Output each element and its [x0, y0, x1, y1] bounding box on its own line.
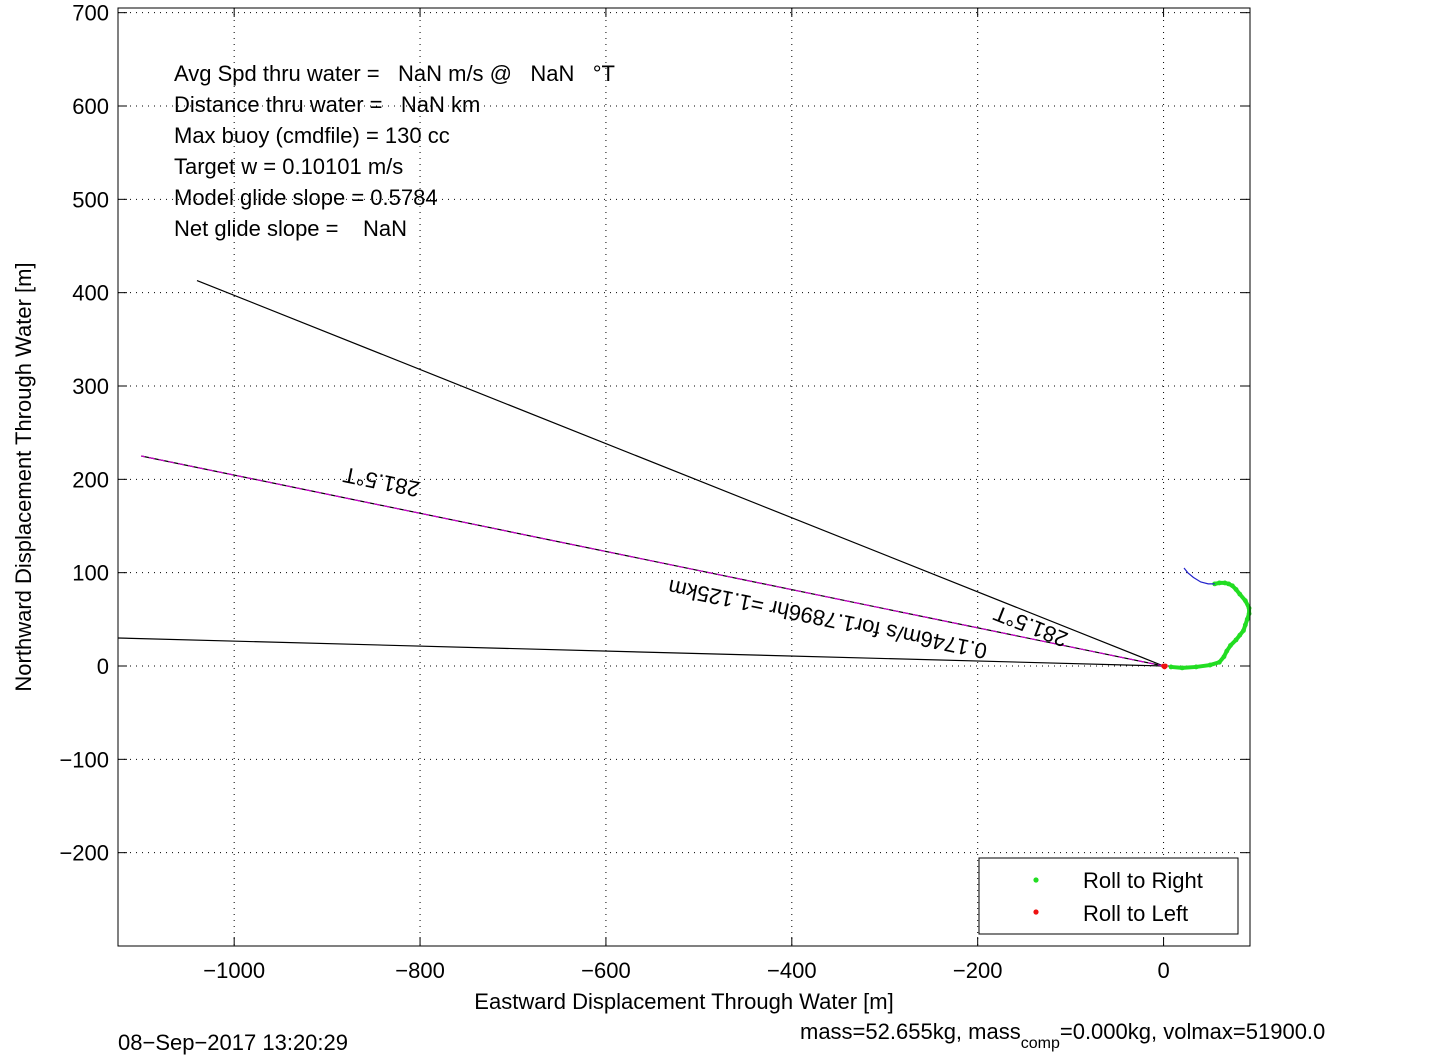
point-roll-to-right: [1241, 628, 1246, 633]
legend-label-roll-right: Roll to Right: [1083, 868, 1203, 893]
stats-annotations: Avg Spd thru water = NaN m/s @ NaN °T Di…: [174, 61, 615, 241]
point-roll-to-right: [1244, 616, 1250, 622]
series-track-segment-2: [1183, 567, 1215, 585]
heading-line-0: [196, 279, 1164, 667]
annotation-max-buoy: Max buoy (cmdfile) = 130 cc: [174, 123, 450, 148]
x-tick-label: −600: [581, 958, 631, 983]
timestamp: 08−Sep−2017 13:20:29: [118, 1030, 348, 1055]
y-tick-label: −200: [59, 841, 109, 866]
point-roll-to-right: [1221, 654, 1227, 660]
x-tick-label: −400: [767, 958, 817, 983]
axes-frame: [117, 7, 1251, 947]
point-roll-to-right: [1216, 580, 1222, 586]
point-roll-to-right: [1228, 643, 1233, 648]
point-roll-to-right: [1179, 665, 1185, 671]
point-roll-to-right: [1207, 662, 1213, 668]
mass-subscript: comp: [1021, 1035, 1060, 1052]
annotation-model-glide-slope: Model glide slope = 0.5784: [174, 185, 438, 210]
grid: [118, 8, 1250, 946]
annotation-net-glide-slope: Net glide slope = NaN: [174, 216, 407, 241]
y-tick-label: 700: [72, 1, 109, 26]
point-roll-to-right: [1237, 591, 1243, 597]
annotation-avg-speed: Avg Spd thru water = NaN m/s @ NaN °T: [174, 61, 615, 86]
point-roll-to-right: [1242, 622, 1248, 628]
point-roll-to-right: [1229, 583, 1235, 589]
x-tick-label: −1000: [203, 958, 265, 983]
axis-ticks: −1000 −800 −600 −400 −200 0−200−1000100200300…: [59, 1, 1250, 983]
point-roll-to-right: [1216, 659, 1222, 665]
legend-box: [978, 857, 1239, 935]
mass-info: mass=52.655kg, masscomp=0.000kg, volmax=…: [800, 1019, 1325, 1052]
point-roll-to-right: [1233, 587, 1239, 592]
point-roll-to-right: [1237, 632, 1243, 638]
point-roll-to-right: [1193, 664, 1199, 670]
point-roll-to-right: [1222, 580, 1228, 586]
x-tick-label: −200: [953, 958, 1003, 983]
x-tick-label: −800: [395, 958, 445, 983]
y-axis-label: Northward Displacement Through Water [m]: [11, 262, 36, 691]
legend-marker-roll-right: [1033, 877, 1039, 883]
mass-suffix: =0.000kg, volmax=51900.0: [1060, 1019, 1325, 1044]
legend: Roll to Right Roll to Left: [978, 857, 1239, 935]
point-roll-to-right: [1242, 598, 1248, 604]
heading-line-2: [141, 455, 1164, 667]
y-tick-label: 100: [72, 561, 109, 586]
y-tick-label: 0: [97, 654, 109, 679]
y-tick-label: −100: [59, 747, 109, 772]
y-tick-label: 300: [72, 374, 109, 399]
annotation-distance: Distance thru water = NaN km: [174, 92, 480, 117]
y-tick-label: 600: [72, 94, 109, 119]
point-roll-to-right: [1226, 581, 1232, 587]
y-tick-label: 400: [72, 281, 109, 306]
point-roll-to-right: [1233, 637, 1239, 643]
x-tick-label: 0: [1157, 958, 1169, 983]
legend-label-roll-left: Roll to Left: [1083, 901, 1188, 926]
y-tick-label: 200: [72, 467, 109, 492]
point-roll-to-right: [1168, 664, 1174, 670]
legend-marker-roll-left: [1033, 909, 1039, 915]
y-tick-label: 500: [72, 187, 109, 212]
point-roll-to-right: [1246, 611, 1252, 617]
point-roll-to-right: [1246, 605, 1252, 611]
x-axis-label: Eastward Displacement Through Water [m]: [474, 989, 893, 1014]
plot-area: [117, 279, 1252, 671]
point-roll-to-left: [1163, 663, 1168, 669]
point-roll-to-right: [1224, 648, 1230, 654]
annotation-target-w: Target w = 0.10101 m/s: [174, 154, 403, 179]
heading-line-1: [117, 637, 1164, 667]
mass-prefix: mass=52.655kg, mass: [800, 1019, 1021, 1044]
